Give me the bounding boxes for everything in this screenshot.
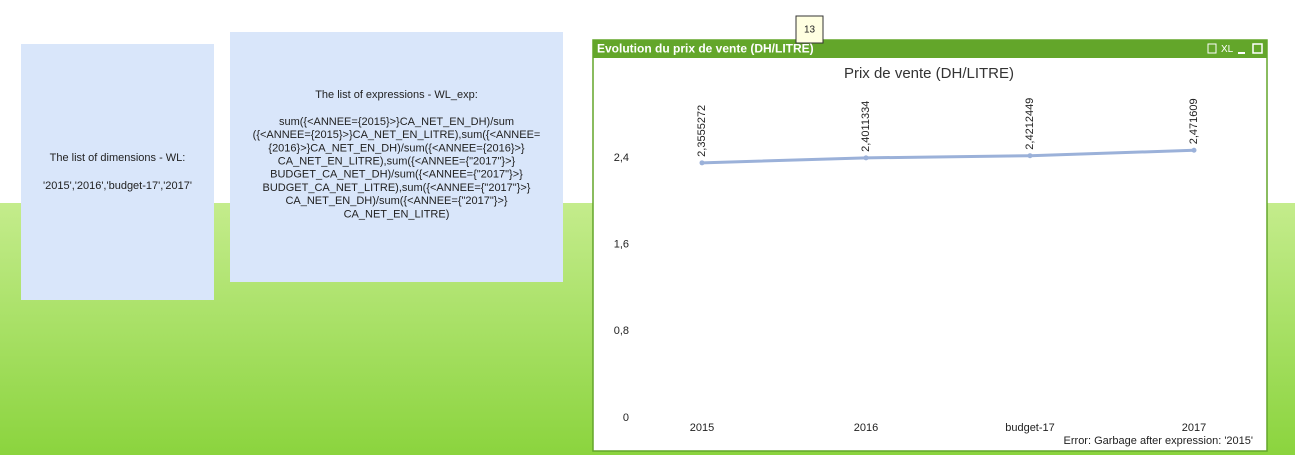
print-icon[interactable] [1207, 43, 1217, 54]
textbox-line: The list of expressions - WL_exp: [315, 89, 478, 101]
expression-textbox[interactable] [230, 32, 563, 282]
maximize-icon[interactable] [1252, 43, 1263, 54]
y-tick-label: 2,4 [614, 152, 629, 164]
textbox-line: The list of dimensions - WL: [50, 152, 186, 164]
x-tick-label: 2016 [854, 422, 878, 434]
textbox-line: CA_NET_EN_DH)/sum({<ANNEE={"2017"}>} [285, 195, 507, 207]
x-tick-label: 2017 [1182, 422, 1206, 434]
series-line [701, 148, 1195, 165]
tooltip-box [795, 15, 824, 44]
chart-title: Prix de vente (DH/LITRE) [844, 65, 1014, 82]
tooltip-text: 13 [804, 25, 816, 36]
window-title: Evolution du prix de vente (DH/LITRE) [597, 42, 814, 56]
textbox-line: BUDGET_CA_NET_DH)/sum({<ANNEE={"2017"}>} [270, 169, 523, 181]
data-point [699, 160, 705, 166]
textbox-line: {2016}>}CA_NET_EN_DH)/sum({<ANNEE={2016}… [268, 142, 525, 154]
data-point [1191, 147, 1197, 153]
value-label: 2,4011334 [860, 101, 872, 152]
x-tick-label: 2015 [690, 422, 714, 434]
error-annotation: Error: Garbage after expression: '2015' [1064, 435, 1253, 447]
data-point [863, 155, 869, 161]
y-tick-label: 0,8 [614, 325, 629, 337]
dimension-textbox[interactable] [21, 44, 214, 300]
textbox-line: sum({<ANNEE={2015}>}CA_NET_EN_DH)/sum [279, 116, 514, 128]
textbox-line: '2015','2016','budget-17','2017' [43, 180, 192, 192]
textbox-line: CA_NET_EN_LITRE) [344, 208, 450, 220]
textbox-line: CA_NET_EN_LITRE),sum({<ANNEE={"2017"}>} [278, 156, 516, 168]
x-tick-label: budget-17 [1005, 422, 1055, 434]
y-tick-label: 0 [623, 412, 629, 424]
xl-icon[interactable]: XL [1221, 44, 1234, 55]
value-label: 2,471609 [1188, 98, 1200, 144]
y-tick-label: 1,6 [614, 239, 629, 251]
value-label: 2,4212449 [1024, 98, 1036, 150]
textbox-line: BUDGET_CA_NET_LITRE),sum({<ANNEE={"2017"… [263, 182, 531, 194]
textbox-line: ({<ANNEE={2015}>}CA_NET_EN_LITRE),sum({<… [253, 129, 541, 141]
value-label: 2,3555272 [696, 105, 708, 157]
data-point [1027, 153, 1033, 159]
chart-window[interactable] [592, 39, 1268, 452]
window-titlebar[interactable] [593, 40, 1267, 58]
